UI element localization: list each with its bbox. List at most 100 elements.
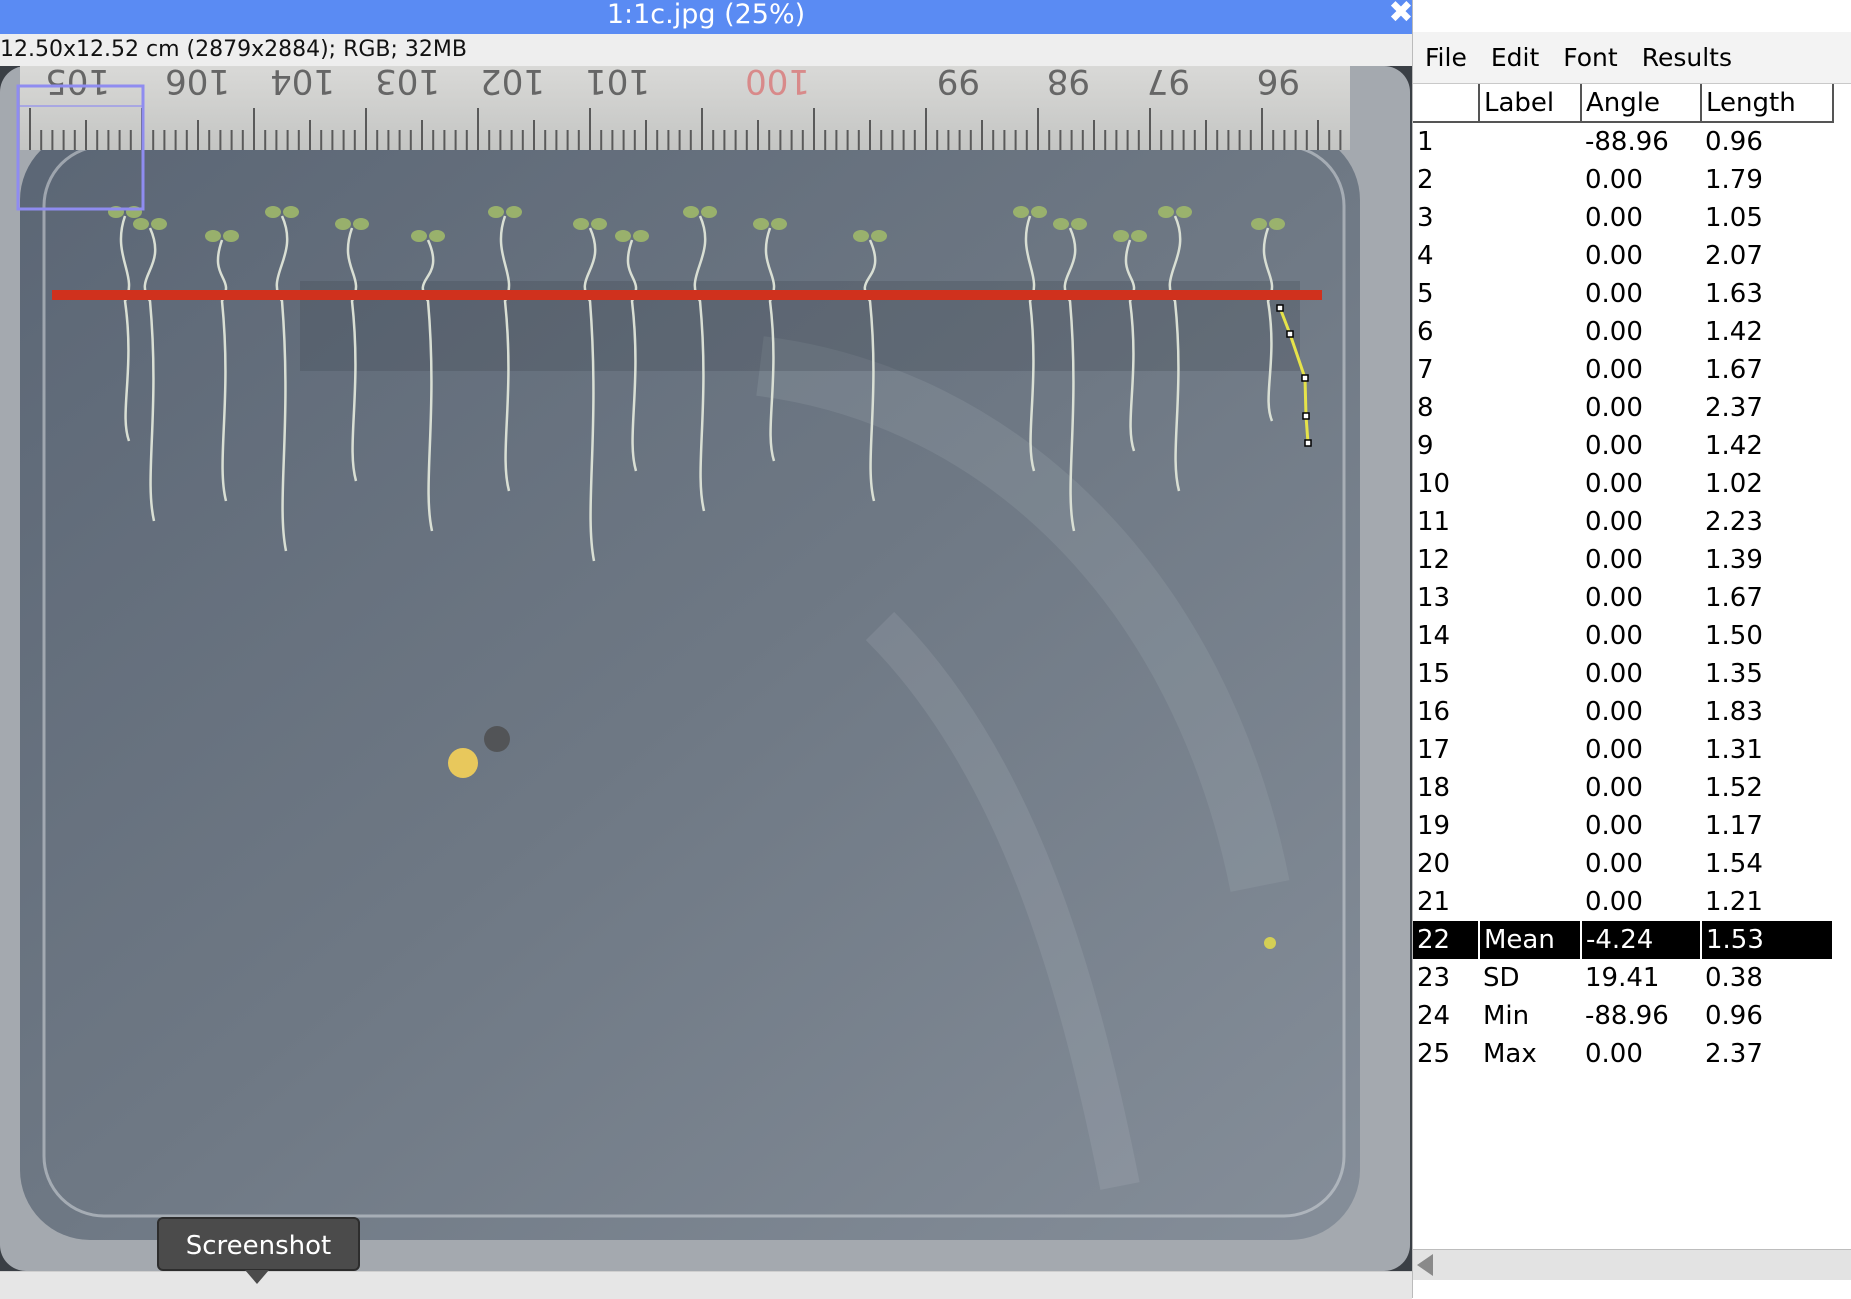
table-row[interactable]: 19 0.00 1.17	[1413, 807, 1833, 845]
cotyledon	[223, 230, 239, 242]
cell-length: 0.38	[1705, 963, 1763, 993]
cell-length: 2.37	[1705, 393, 1763, 423]
cotyledon	[1053, 218, 1069, 230]
table-row[interactable]: 25 Max 0.00 2.37	[1413, 1035, 1833, 1073]
cell-length: 1.52	[1705, 773, 1763, 803]
scroll-left-icon[interactable]	[1417, 1254, 1433, 1276]
ruler-number: 97	[1147, 66, 1190, 101]
table-row[interactable]: 11 0.00 2.23	[1413, 503, 1833, 541]
yellow-dot	[448, 748, 478, 778]
menu-results[interactable]: Results	[1641, 43, 1732, 72]
cell-label: Min	[1483, 1001, 1530, 1031]
cotyledon	[871, 230, 887, 242]
cell-length: 1.79	[1705, 165, 1763, 195]
column-header-length[interactable]: Length	[1701, 84, 1834, 123]
table-row[interactable]: 13 0.00 1.67	[1413, 579, 1833, 617]
selection-handle[interactable]	[1276, 304, 1284, 312]
selection-handle[interactable]	[1304, 439, 1312, 447]
table-row[interactable]: 23 SD 19.41 0.38	[1413, 959, 1833, 997]
menu-edit[interactable]: Edit	[1490, 43, 1540, 72]
table-row[interactable]: 10 0.00 1.02	[1413, 465, 1833, 503]
cotyledon	[853, 230, 869, 242]
table-row[interactable]: 22 Mean -4.24 1.53	[1413, 921, 1834, 959]
cell-label	[1479, 199, 1581, 237]
cell-index: 25	[1417, 1039, 1451, 1069]
table-row[interactable]: 15 0.00 1.35	[1413, 655, 1833, 693]
results-table-area[interactable]: Label Angle Length 1 -88.96 0.96 2 0.00 1.79 3…	[1413, 84, 1851, 1249]
cotyledon	[133, 218, 149, 230]
seedling-root	[216, 239, 228, 502]
table-row[interactable]: 20 0.00 1.54	[1413, 845, 1833, 883]
cell-length: 0.96	[1705, 1001, 1763, 1031]
cell-label	[1479, 122, 1581, 161]
screenshot-label: Screenshot	[185, 1231, 332, 1261]
table-row[interactable]: 16 0.00 1.83	[1413, 693, 1833, 731]
table-row[interactable]: 17 0.00 1.31	[1413, 731, 1833, 769]
table-row[interactable]: 8 0.00 2.37	[1413, 389, 1833, 427]
selection-handle[interactable]	[1301, 374, 1309, 382]
cell-index: 23	[1417, 963, 1451, 993]
cell-length: 1.42	[1705, 431, 1763, 461]
cell-label	[1479, 427, 1581, 465]
column-header-angle[interactable]: Angle	[1581, 84, 1702, 123]
cotyledon	[615, 230, 631, 242]
ruler-number: 100	[745, 66, 810, 101]
table-row[interactable]: 2 0.00 1.79	[1413, 161, 1833, 199]
column-header-label[interactable]: Label	[1479, 84, 1582, 123]
petri-dish-photo: 105 106 104 103 102 101 100 99 98 97 96	[0, 66, 1412, 1271]
table-row[interactable]: 24 Min -88.96 0.96	[1413, 997, 1833, 1035]
selection-handle[interactable]	[1302, 412, 1310, 420]
cell-length: 1.42	[1705, 317, 1763, 347]
results-scrollbar[interactable]	[1413, 1249, 1851, 1280]
table-row[interactable]: 6 0.00 1.42	[1413, 313, 1833, 351]
cell-label	[1479, 617, 1581, 655]
close-icon[interactable]: ✖	[1388, 0, 1414, 30]
cell-index: 1	[1417, 127, 1434, 157]
cell-angle: 0.00	[1585, 773, 1643, 803]
cell-length: 1.02	[1705, 469, 1763, 499]
seedling-root	[499, 215, 511, 492]
cell-angle: -4.24	[1581, 921, 1702, 959]
cell-index: 11	[1417, 507, 1451, 537]
cell-label: Mean	[1479, 921, 1582, 959]
cotyledon	[591, 218, 607, 230]
cell-angle: -88.96	[1585, 1001, 1669, 1031]
cell-index: 24	[1417, 1001, 1451, 1031]
image-scrollbar[interactable]	[0, 1271, 1412, 1299]
cell-length: 1.31	[1705, 735, 1763, 765]
column-header-index[interactable]	[1413, 84, 1480, 123]
table-row[interactable]: 21 0.00 1.21	[1413, 883, 1833, 921]
table-row[interactable]: 7 0.00 1.67	[1413, 351, 1833, 389]
table-row[interactable]: 4 0.00 2.07	[1413, 237, 1833, 275]
seedling-root	[1124, 239, 1136, 452]
ruler-number: 105	[45, 66, 110, 101]
cotyledon	[633, 230, 649, 242]
cotyledon	[205, 230, 221, 242]
cell-angle: 0.00	[1585, 279, 1643, 309]
table-row[interactable]: 14 0.00 1.50	[1413, 617, 1833, 655]
cell-length: 1.17	[1705, 811, 1763, 841]
menu-file[interactable]: File	[1425, 43, 1467, 72]
cell-length: 1.53	[1701, 921, 1834, 959]
table-row[interactable]: 18 0.00 1.52	[1413, 769, 1833, 807]
image-window: 1:1c.jpg (25%) ✖ 12.50x12.52 cm (2879x28…	[0, 0, 1414, 1299]
cell-label	[1479, 351, 1581, 389]
cell-label	[1479, 389, 1581, 427]
table-row[interactable]: 1 -88.96 0.96	[1413, 122, 1833, 161]
table-row[interactable]: 3 0.00 1.05	[1413, 199, 1833, 237]
cotyledon	[1071, 218, 1087, 230]
table-row[interactable]: 5 0.00 1.63	[1413, 275, 1833, 313]
cotyledon	[1251, 218, 1267, 230]
cotyledon	[771, 218, 787, 230]
image-title-bar[interactable]: 1:1c.jpg (25%)	[0, 0, 1412, 34]
results-title-strip	[1413, 0, 1851, 32]
table-row[interactable]: 9 0.00 1.42	[1413, 427, 1833, 465]
cell-index: 20	[1417, 849, 1451, 879]
ruler-number: 104	[270, 66, 335, 101]
table-row[interactable]: 12 0.00 1.39	[1413, 541, 1833, 579]
menu-font[interactable]: Font	[1563, 43, 1618, 72]
cell-index: 12	[1417, 545, 1451, 575]
image-canvas[interactable]: 105 106 104 103 102 101 100 99 98 97 96	[0, 66, 1412, 1271]
selection-handle[interactable]	[1286, 330, 1294, 338]
cotyledon	[1013, 206, 1029, 218]
